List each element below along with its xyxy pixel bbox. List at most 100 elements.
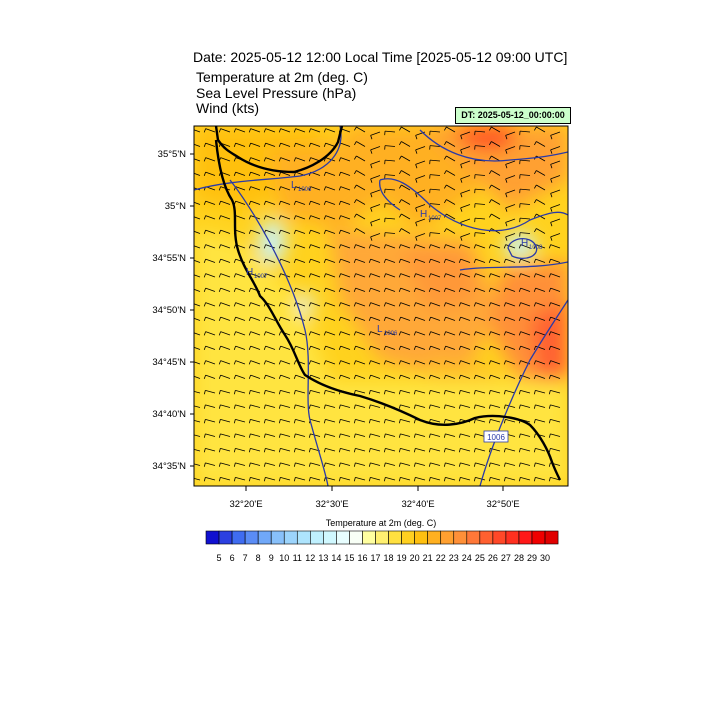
wind-barb [235, 200, 246, 205]
wind-barb [520, 188, 531, 191]
wind-barb [310, 404, 321, 408]
wind-barb [370, 244, 381, 249]
wind-barb-flag [233, 360, 236, 365]
wind-barb-flag [218, 477, 221, 482]
wind-barb [280, 287, 291, 292]
wind-barb-flag [460, 207, 463, 212]
wind-barb [340, 360, 351, 365]
wind-barb [415, 218, 426, 223]
wind-barb-flag [503, 419, 506, 424]
wind-barb-flag [203, 390, 206, 395]
wind-barb-flag [443, 302, 446, 307]
wind-barb-flag [533, 228, 537, 233]
wind-barb-flag [548, 360, 551, 365]
wind-barb [520, 159, 531, 162]
wind-barb [265, 345, 276, 350]
wind-barb [520, 390, 531, 394]
wind-barb-flag [338, 258, 341, 263]
wind-barb [535, 258, 546, 263]
wind-barb-flag [533, 390, 536, 395]
wind-barb-flag [323, 316, 326, 321]
wind-barb [430, 477, 441, 481]
wind-barb [310, 390, 321, 394]
wind-barb [340, 448, 351, 452]
wind-barb-flag [189, 419, 190, 423]
wind-barb [325, 477, 336, 481]
wind-barb [265, 316, 276, 321]
wind-barb-flag [548, 316, 551, 321]
wind-barb-flag [458, 287, 461, 292]
wind-barb-flag [353, 448, 356, 453]
wind-barb-flag [338, 316, 341, 321]
wind-barb [430, 273, 441, 278]
wind-barb [310, 258, 321, 263]
wind-barb [550, 287, 561, 292]
wind-barb [475, 217, 486, 220]
wind-barb [550, 404, 561, 408]
wind-barb-flag [293, 128, 296, 133]
wind-barb [385, 232, 396, 234]
wind-barb [280, 128, 291, 133]
wind-barb-flag [443, 404, 446, 409]
wind-barb-flag [278, 229, 281, 234]
wind-barb [415, 360, 426, 365]
wind-barb-flag [383, 390, 386, 395]
wind-barb [401, 170, 411, 176]
wind-barb-flag [428, 374, 431, 379]
wind-barb [194, 129, 201, 133]
wind-barb [295, 200, 306, 205]
wind-barb [340, 142, 351, 147]
wind-barb [370, 419, 381, 423]
wind-barb-flag [533, 126, 537, 131]
wind-barb-flag [278, 404, 281, 409]
colorbar-tick-label: 5 [217, 553, 222, 563]
wind-barb [235, 331, 246, 336]
wind-barb [445, 374, 456, 379]
wind-barb-flag [398, 141, 402, 146]
wind-barb [295, 390, 306, 394]
wind-barb [220, 390, 231, 394]
wind-barb-flag [413, 258, 416, 263]
wind-barb-flag [398, 448, 401, 453]
wind-barb-flag [353, 126, 357, 131]
wind-barb [460, 204, 471, 209]
wind-barb-flag [383, 433, 386, 438]
wind-barb [250, 142, 261, 147]
wind-barb-flag [488, 126, 492, 131]
wind-barb-flag [338, 331, 341, 336]
wind-barb-flag [503, 302, 506, 307]
wind-barb-flag [368, 331, 371, 336]
wind-barb-flag [428, 433, 431, 438]
wind-barb [235, 404, 246, 408]
wind-barb [265, 258, 276, 263]
wind-barb [325, 171, 336, 176]
wind-barb [550, 258, 561, 263]
pressure-high-label: H 1007 [420, 209, 442, 222]
wind-barb-flag [518, 331, 521, 336]
wind-barb-flag [398, 155, 402, 160]
wind-barb [415, 433, 426, 437]
wind-barb [536, 199, 546, 205]
wind-barb-flag [323, 128, 326, 133]
wind-barb-flag [548, 448, 551, 453]
wind-barb-flag [203, 448, 206, 453]
wind-barb [491, 213, 501, 220]
wind-barb [385, 287, 396, 292]
wind-barb-flag [189, 332, 190, 336]
wind-barb-flag [503, 331, 506, 336]
wind-barb [194, 172, 201, 176]
wind-barb-flag [308, 244, 311, 249]
wind-barb-flag [189, 158, 190, 162]
wind-barb-flag [353, 141, 357, 146]
wind-barb [295, 142, 306, 147]
wind-barb-flag [533, 199, 537, 204]
wind-barb-flag [548, 244, 551, 249]
wind-barb [265, 186, 276, 191]
wind-barb-flag [488, 345, 491, 350]
wind-barb-flag [398, 404, 401, 409]
colorbar-tick-label: 29 [527, 553, 537, 563]
wind-barb [325, 258, 336, 263]
wind-barb-flag [398, 477, 401, 482]
wind-barb-flag [308, 229, 311, 234]
